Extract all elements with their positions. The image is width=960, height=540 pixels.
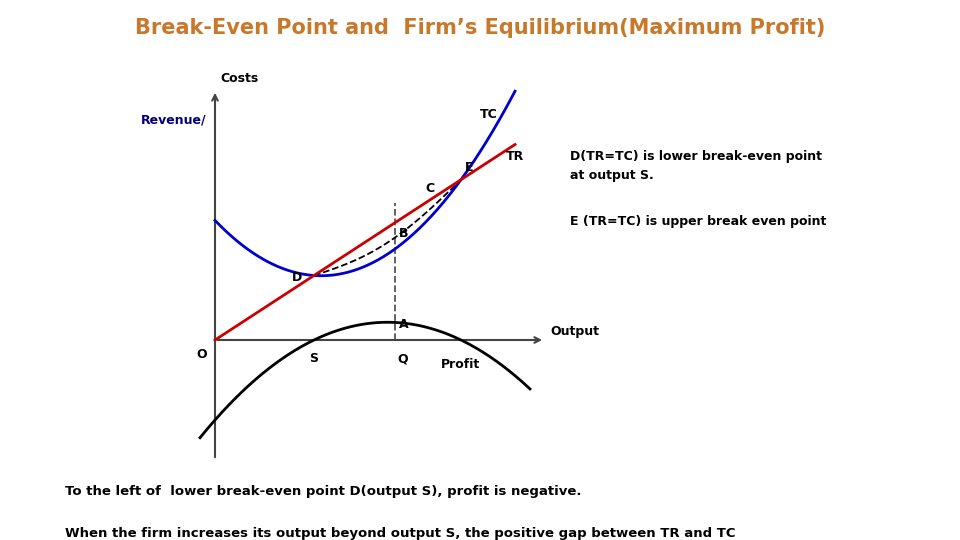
Text: Profit: Profit — [441, 358, 480, 371]
Text: E: E — [465, 161, 473, 174]
Text: C: C — [426, 182, 435, 195]
Text: Output: Output — [550, 326, 599, 339]
Text: S: S — [309, 352, 319, 365]
Text: O: O — [197, 348, 207, 361]
Text: When the firm increases its output beyond output S, the positive gap between TR : When the firm increases its output beyon… — [65, 527, 735, 540]
Text: TC: TC — [480, 108, 498, 121]
Text: TR: TR — [506, 150, 524, 163]
Text: Costs: Costs — [220, 72, 258, 85]
Text: B: B — [399, 227, 409, 240]
Text: Revenue/: Revenue/ — [141, 113, 207, 126]
Text: E (TR=TC) is upper break even point: E (TR=TC) is upper break even point — [570, 215, 827, 228]
Text: To the left of  lower break-even point D(output S), profit is negative.: To the left of lower break-even point D(… — [65, 485, 582, 498]
Text: Break-Even Point and  Firm’s Equilibrium(Maximum Profit): Break-Even Point and Firm’s Equilibrium(… — [134, 18, 826, 38]
Text: Q: Q — [397, 352, 408, 365]
Text: A: A — [399, 318, 409, 331]
Text: D: D — [292, 271, 302, 284]
Text: D(TR=TC) is lower break-even point
at output S.: D(TR=TC) is lower break-even point at ou… — [570, 150, 822, 182]
